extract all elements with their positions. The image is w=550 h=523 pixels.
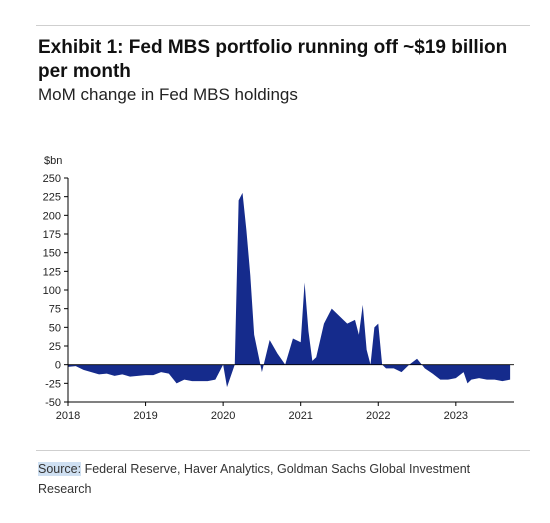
y-tick-label: 25 [49,341,61,353]
y-tick-label: -25 [45,378,61,390]
y-axis-unit-label: $bn [44,155,62,167]
y-tick-label: 50 [49,322,61,334]
mbs-change-chart: -50 -25 0 25 50 75 100 125 150 175 200 225 250 $bn 201… [43,155,514,422]
x-tick-label: 2019 [133,410,157,422]
x-tick-label: 2023 [444,410,468,422]
y-tick-label: 175 [43,229,61,241]
y-tick-label: 75 [49,304,61,316]
x-tick-label: 2022 [366,410,390,422]
area-series-mom-change [68,192,511,388]
x-tick-label: 2020 [211,410,235,422]
y-tick-label: 225 [43,192,61,204]
source-label: Source: [38,462,82,476]
y-tick-label: 125 [43,266,61,278]
y-tick-label: 0 [55,360,61,372]
y-tick-label: 250 [43,173,61,185]
exhibit-title: Exhibit 1: Fed MBS portfolio running off… [38,37,508,82]
exhibit-subtitle: MoM change in Fed MBS holdings [38,85,298,104]
y-tick-label: 150 [43,248,61,260]
source-note: Source: Federal Reserve, Haver Analytics… [38,459,508,499]
y-tick-label: -50 [45,397,61,409]
x-tick-label: 2021 [288,410,312,422]
source-text: Federal Reserve, Haver Analytics, Goldma… [38,462,471,496]
top-rule [36,25,530,26]
x-tick-label: 2018 [56,410,80,422]
y-tick-label: 100 [43,285,61,297]
bottom-rule [36,450,530,451]
y-tick-label: 200 [43,210,61,222]
